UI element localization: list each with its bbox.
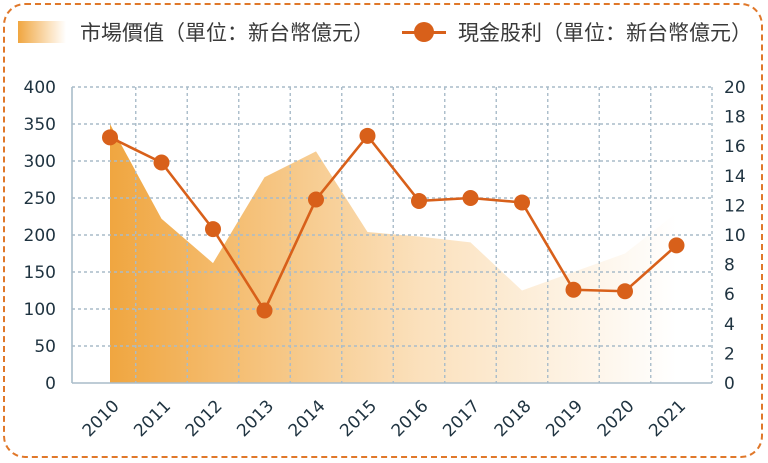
dividend-point <box>205 221 221 238</box>
x-tick-label: 2010 <box>79 396 124 441</box>
y-left-tick-label: 300 <box>24 152 56 172</box>
dividend-point <box>411 192 427 209</box>
y-right-tick-label: 0 <box>724 374 735 394</box>
x-tick-label: 2021 <box>645 396 690 441</box>
y-left-tick-label: 50 <box>34 337 56 357</box>
dividend-point <box>256 302 273 319</box>
area-market-value <box>110 124 677 383</box>
y-right-tick-label: 10 <box>724 226 746 246</box>
dividend-point <box>565 281 582 298</box>
x-tick-label: 2020 <box>594 396 639 441</box>
legend-label-cash-dividend: 現金股利（單位：新台幣億元） <box>458 21 752 45</box>
y-left-tick-label: 200 <box>24 226 56 246</box>
dividend-point <box>102 129 118 146</box>
y-right-tick-label: 6 <box>724 285 735 305</box>
line-cash-dividend <box>109 133 678 314</box>
chart-frame <box>3 3 763 458</box>
dividend-point <box>308 191 324 208</box>
x-tick-label: 2013 <box>233 396 278 441</box>
y-right-tick-label: 12 <box>724 196 746 216</box>
y-left-tick-label: 400 <box>24 78 56 98</box>
x-tick-label: 2015 <box>336 396 381 441</box>
x-tick-label: 2014 <box>285 396 330 441</box>
y-right-tick-label: 4 <box>724 315 735 335</box>
y-right-tick-label: 14 <box>724 167 746 187</box>
y-right-tick-label: 8 <box>724 256 735 276</box>
dividend-point <box>462 190 479 206</box>
y-left-tick-label: 250 <box>24 189 56 209</box>
legend-swatch-line <box>402 21 446 43</box>
legend-item-market-value: 市場價值（單位：新台幣億元） <box>18 17 374 47</box>
x-tick-label: 2016 <box>388 396 433 441</box>
x-tick-label: 2019 <box>542 396 587 441</box>
chart-legend: 市場價值（單位：新台幣億元） 現金股利（單位：新台幣億元） <box>18 14 752 50</box>
dividend-point <box>668 237 685 254</box>
y-left-tick-label: 100 <box>24 300 56 320</box>
legend-label-market-value: 市場價值（單位：新台幣億元） <box>80 21 374 45</box>
dividend-point <box>359 127 376 144</box>
dividend-point <box>514 194 530 211</box>
y-right-tick-label: 16 <box>724 137 746 157</box>
y-right-tick-label: 18 <box>724 108 746 128</box>
x-tick-label: 2012 <box>182 396 227 441</box>
legend-swatch-area <box>18 21 66 43</box>
x-tick-label: 2011 <box>130 396 175 441</box>
x-tick-label: 2018 <box>491 396 536 441</box>
y-right-tick-label: 20 <box>724 78 746 98</box>
x-tick-label: 2017 <box>439 396 484 441</box>
dividend-point <box>617 283 633 300</box>
y-left-tick-label: 0 <box>45 374 56 394</box>
y-right-tick-label: 2 <box>724 344 735 364</box>
y-left-tick-label: 150 <box>24 263 56 283</box>
dividend-point <box>153 154 170 171</box>
legend-item-cash-dividend: 現金股利（單位：新台幣億元） <box>374 17 752 47</box>
y-left-tick-label: 350 <box>24 115 56 135</box>
